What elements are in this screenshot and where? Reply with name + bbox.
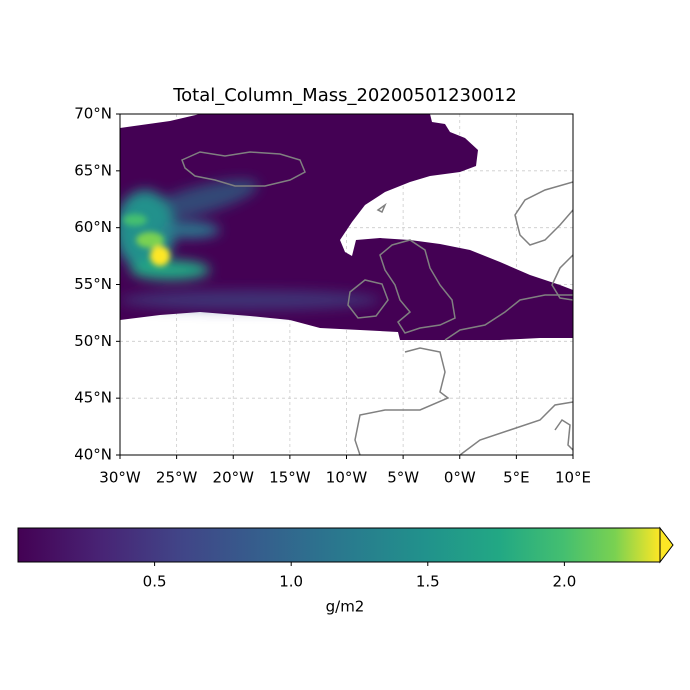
x-tick-label: 30°W xyxy=(99,469,141,487)
y-tick-label: 55°N xyxy=(74,275,112,293)
y-tick-label: 70°N xyxy=(74,105,112,123)
x-tick-label: 10°W xyxy=(326,469,368,487)
y-tick-label: 40°N xyxy=(74,446,112,464)
x-tick-label: 5°E xyxy=(503,469,530,487)
y-tick-label: 60°N xyxy=(74,218,112,236)
x-tick-label: 25°W xyxy=(156,469,198,487)
x-tick-label: 15°W xyxy=(269,469,311,487)
colorbar-tick-label: 2.0 xyxy=(552,573,576,591)
colorbar-extend xyxy=(659,526,674,564)
colorbar-tick-label: 0.5 xyxy=(143,573,167,591)
chart-title: Total_Column_Mass_20200501230012 xyxy=(172,85,517,106)
y-tick-label: 45°N xyxy=(74,389,112,407)
colorbar xyxy=(17,527,661,563)
x-tick-label: 20°W xyxy=(213,469,255,487)
y-tick-label: 65°N xyxy=(74,161,112,179)
x-tick-label: 10°E xyxy=(555,469,591,487)
colorbar-tick-label: 1.0 xyxy=(279,573,303,591)
x-tick-label: 0°W xyxy=(444,469,476,487)
map-field xyxy=(120,114,573,455)
colorbar-tick-label: 1.5 xyxy=(416,573,440,591)
x-tick-label: 5°W xyxy=(387,469,419,487)
y-tick-label: 50°N xyxy=(74,332,112,350)
colorbar-label: g/m2 xyxy=(326,598,365,616)
